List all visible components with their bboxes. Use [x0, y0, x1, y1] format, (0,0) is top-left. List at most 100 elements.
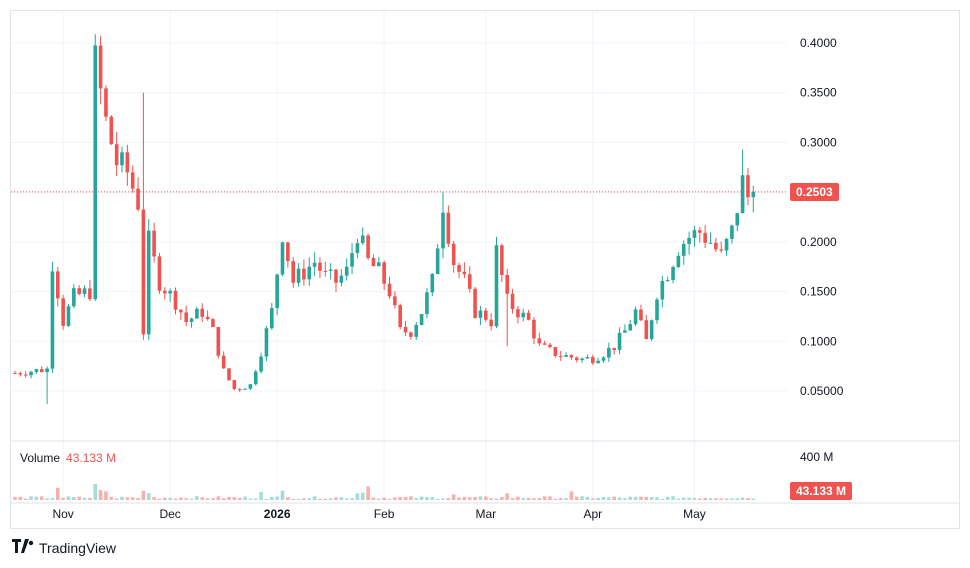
volume-bar: [221, 498, 226, 500]
candle-body: [564, 355, 568, 357]
candle-body: [339, 275, 344, 283]
volume-bar: [270, 496, 274, 500]
candle-body: [39, 369, 44, 373]
volume-legend-label: Volume: [20, 451, 61, 465]
volume-bar: [516, 496, 520, 500]
candle-body: [425, 292, 429, 315]
candle-body: [623, 330, 627, 333]
volume-bar: [152, 497, 156, 500]
candle-body: [414, 324, 419, 337]
candle-body: [211, 319, 215, 328]
volume-bar: [109, 496, 114, 500]
candle-body: [516, 309, 520, 318]
candle-body: [23, 374, 28, 376]
price-tick-label: 0.4000: [800, 36, 837, 50]
candle-body: [617, 332, 622, 351]
volume-bar: [692, 497, 697, 500]
volume-bar: [136, 497, 140, 500]
time-tick-label: Apr: [583, 507, 602, 521]
time-tick-label: Nov: [52, 507, 73, 521]
candle-body: [665, 280, 670, 282]
candle-body: [692, 230, 697, 238]
volume-bar: [157, 498, 162, 500]
candle-body: [152, 230, 156, 257]
volume-bar: [189, 498, 194, 500]
chart-frame[interactable]: [10, 10, 960, 529]
volume-bar: [532, 498, 536, 500]
candle-body: [163, 290, 167, 294]
candle-body: [660, 281, 665, 300]
volume-bar: [205, 498, 210, 500]
volume-bar: [537, 498, 542, 500]
volume-bar: [403, 497, 408, 500]
candle-body: [29, 371, 33, 376]
volume-bar: [548, 496, 552, 500]
volume-bar: [676, 498, 681, 500]
volume-bar: [302, 498, 306, 500]
candle-body: [334, 269, 338, 283]
volume-bar: [114, 498, 119, 500]
candle-body: [189, 318, 194, 323]
volume-bar: [644, 496, 649, 500]
candle-body: [56, 271, 60, 299]
volume-bar: [409, 496, 413, 500]
candle-body: [542, 343, 547, 345]
volume-bar: [398, 497, 402, 500]
volume-bar: [430, 497, 435, 500]
volume-bar: [393, 497, 397, 500]
volume-bar: [500, 497, 504, 500]
time-tick-label: May: [683, 507, 706, 521]
volume-bar: [93, 483, 98, 500]
tradingview-brand[interactable]: TradingView: [12, 539, 116, 556]
volume-bar: [681, 497, 686, 500]
volume-bar: [526, 497, 531, 500]
volume-bar: [29, 496, 33, 500]
volume-bar: [633, 496, 638, 500]
candle-body: [633, 309, 638, 325]
candle-body: [639, 309, 643, 321]
volume-bar: [286, 497, 290, 500]
candle-body: [328, 269, 333, 272]
candle-body: [13, 373, 17, 375]
volume-bar: [296, 498, 301, 500]
volume-bar: [366, 486, 370, 500]
candle-body: [730, 225, 734, 239]
candle-body: [676, 255, 681, 268]
volume-bar: [542, 496, 547, 500]
volume-bar: [655, 497, 659, 500]
volume-bar: [232, 497, 237, 500]
time-tick-label: Mar: [475, 507, 496, 521]
volume-bar: [419, 496, 424, 500]
candle-body: [451, 243, 456, 266]
volume-bar: [435, 498, 440, 500]
volume-bar: [184, 498, 188, 500]
candle-body: [532, 319, 536, 339]
candle-body: [125, 152, 130, 173]
candle-body: [612, 347, 616, 351]
volume-bar: [387, 498, 392, 500]
candle-body: [719, 249, 723, 251]
candle-body: [232, 380, 237, 390]
candle-body: [173, 290, 178, 310]
volume-bar: [687, 497, 691, 500]
candle-body: [403, 327, 408, 333]
volume-bar: [451, 494, 456, 500]
candle-body: [93, 45, 98, 300]
volume-bar: [414, 498, 419, 500]
time-tick-label: 2026: [264, 507, 291, 521]
candle-body: [500, 245, 504, 275]
volume-bar: [45, 498, 49, 500]
candle-body: [82, 288, 87, 295]
candle-body: [302, 268, 306, 280]
candle-body: [494, 245, 499, 327]
price-tick-label: 0.05000: [800, 384, 844, 398]
volume-bar: [494, 498, 499, 500]
volume-bar: [746, 497, 750, 500]
volume-bar: [39, 496, 44, 500]
candle-body: [548, 344, 552, 348]
candle-body: [275, 274, 279, 309]
candle-body: [687, 237, 691, 244]
candle-body: [66, 306, 71, 326]
candle-body: [286, 242, 290, 262]
